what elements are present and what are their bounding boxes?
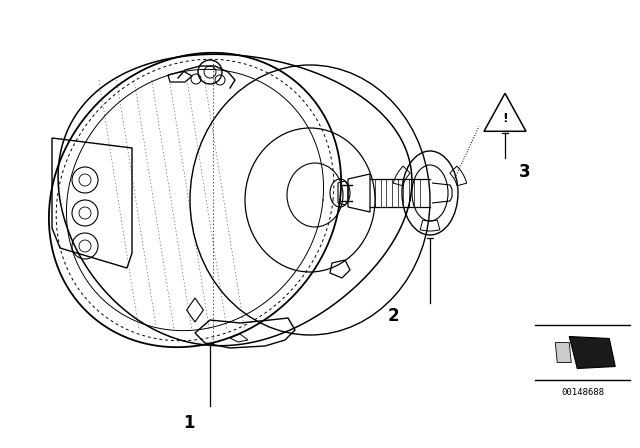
Text: 00148688: 00148688	[561, 388, 604, 397]
Text: 2: 2	[388, 307, 399, 325]
Text: !: !	[502, 112, 508, 125]
Text: 1: 1	[183, 414, 195, 432]
Text: 3: 3	[519, 164, 531, 181]
Polygon shape	[569, 336, 615, 369]
Polygon shape	[556, 343, 572, 362]
